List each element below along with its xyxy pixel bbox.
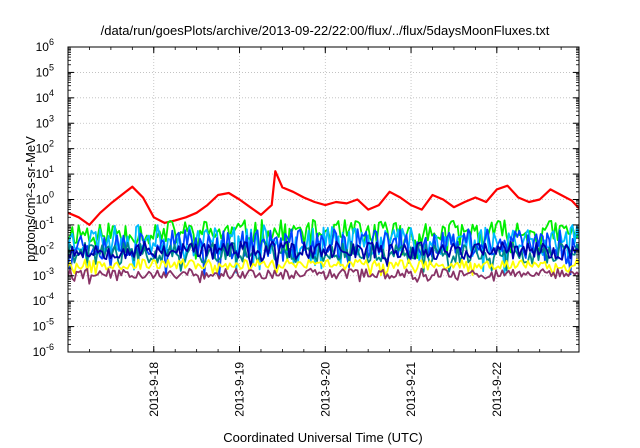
- y-tick-label: 10-3: [33, 266, 54, 283]
- y-axis-label: protons/cm²-s-sr-MeV: [23, 136, 38, 262]
- y-tick-labels: 10-6 10-5 10-4 10-3 10-2 10-1 100 101 102 103 104 1…: [33, 37, 54, 359]
- x-tick-label: 2013-9-21: [404, 362, 418, 417]
- ticks: [67, 46, 579, 353]
- x-axis-label: Coordinated Universal Time (UTC): [223, 430, 422, 445]
- y-tick-label: 10-6: [33, 342, 54, 359]
- y-tick-label: 10-2: [33, 240, 54, 257]
- y-tick-label: 104: [36, 88, 54, 105]
- x-tick-label: 2013-9-19: [233, 362, 247, 417]
- y-tick-label: 102: [36, 139, 54, 156]
- y-tick-label: 103: [36, 113, 54, 130]
- x-tick-labels: 2013-9-18 2013-9-19 2013-9-20 2013-9-21 2013…: [147, 362, 504, 417]
- y-tick-label: 100: [36, 190, 54, 207]
- series-line: [68, 258, 579, 277]
- y-tick-label: 10-1: [33, 215, 54, 232]
- series-line: [68, 240, 579, 270]
- series-group: [68, 170, 579, 285]
- x-tick-label: 2013-9-18: [147, 362, 161, 417]
- series-line: [68, 224, 579, 274]
- series-line: [68, 170, 579, 226]
- x-tick-label: 2013-9-20: [318, 362, 332, 417]
- y-tick-label: 105: [36, 62, 54, 79]
- y-tick-label: 10-5: [33, 317, 54, 334]
- chart-title: /data/run/goesPlots/archive/2013-09-22/2…: [101, 23, 550, 38]
- y-tick-label: 10-4: [33, 291, 54, 308]
- series-line: [68, 267, 579, 285]
- y-tick-label: 106: [36, 37, 54, 54]
- y-tick-label: 101: [36, 164, 54, 181]
- x-tick-label: 2013-9-22: [490, 362, 504, 417]
